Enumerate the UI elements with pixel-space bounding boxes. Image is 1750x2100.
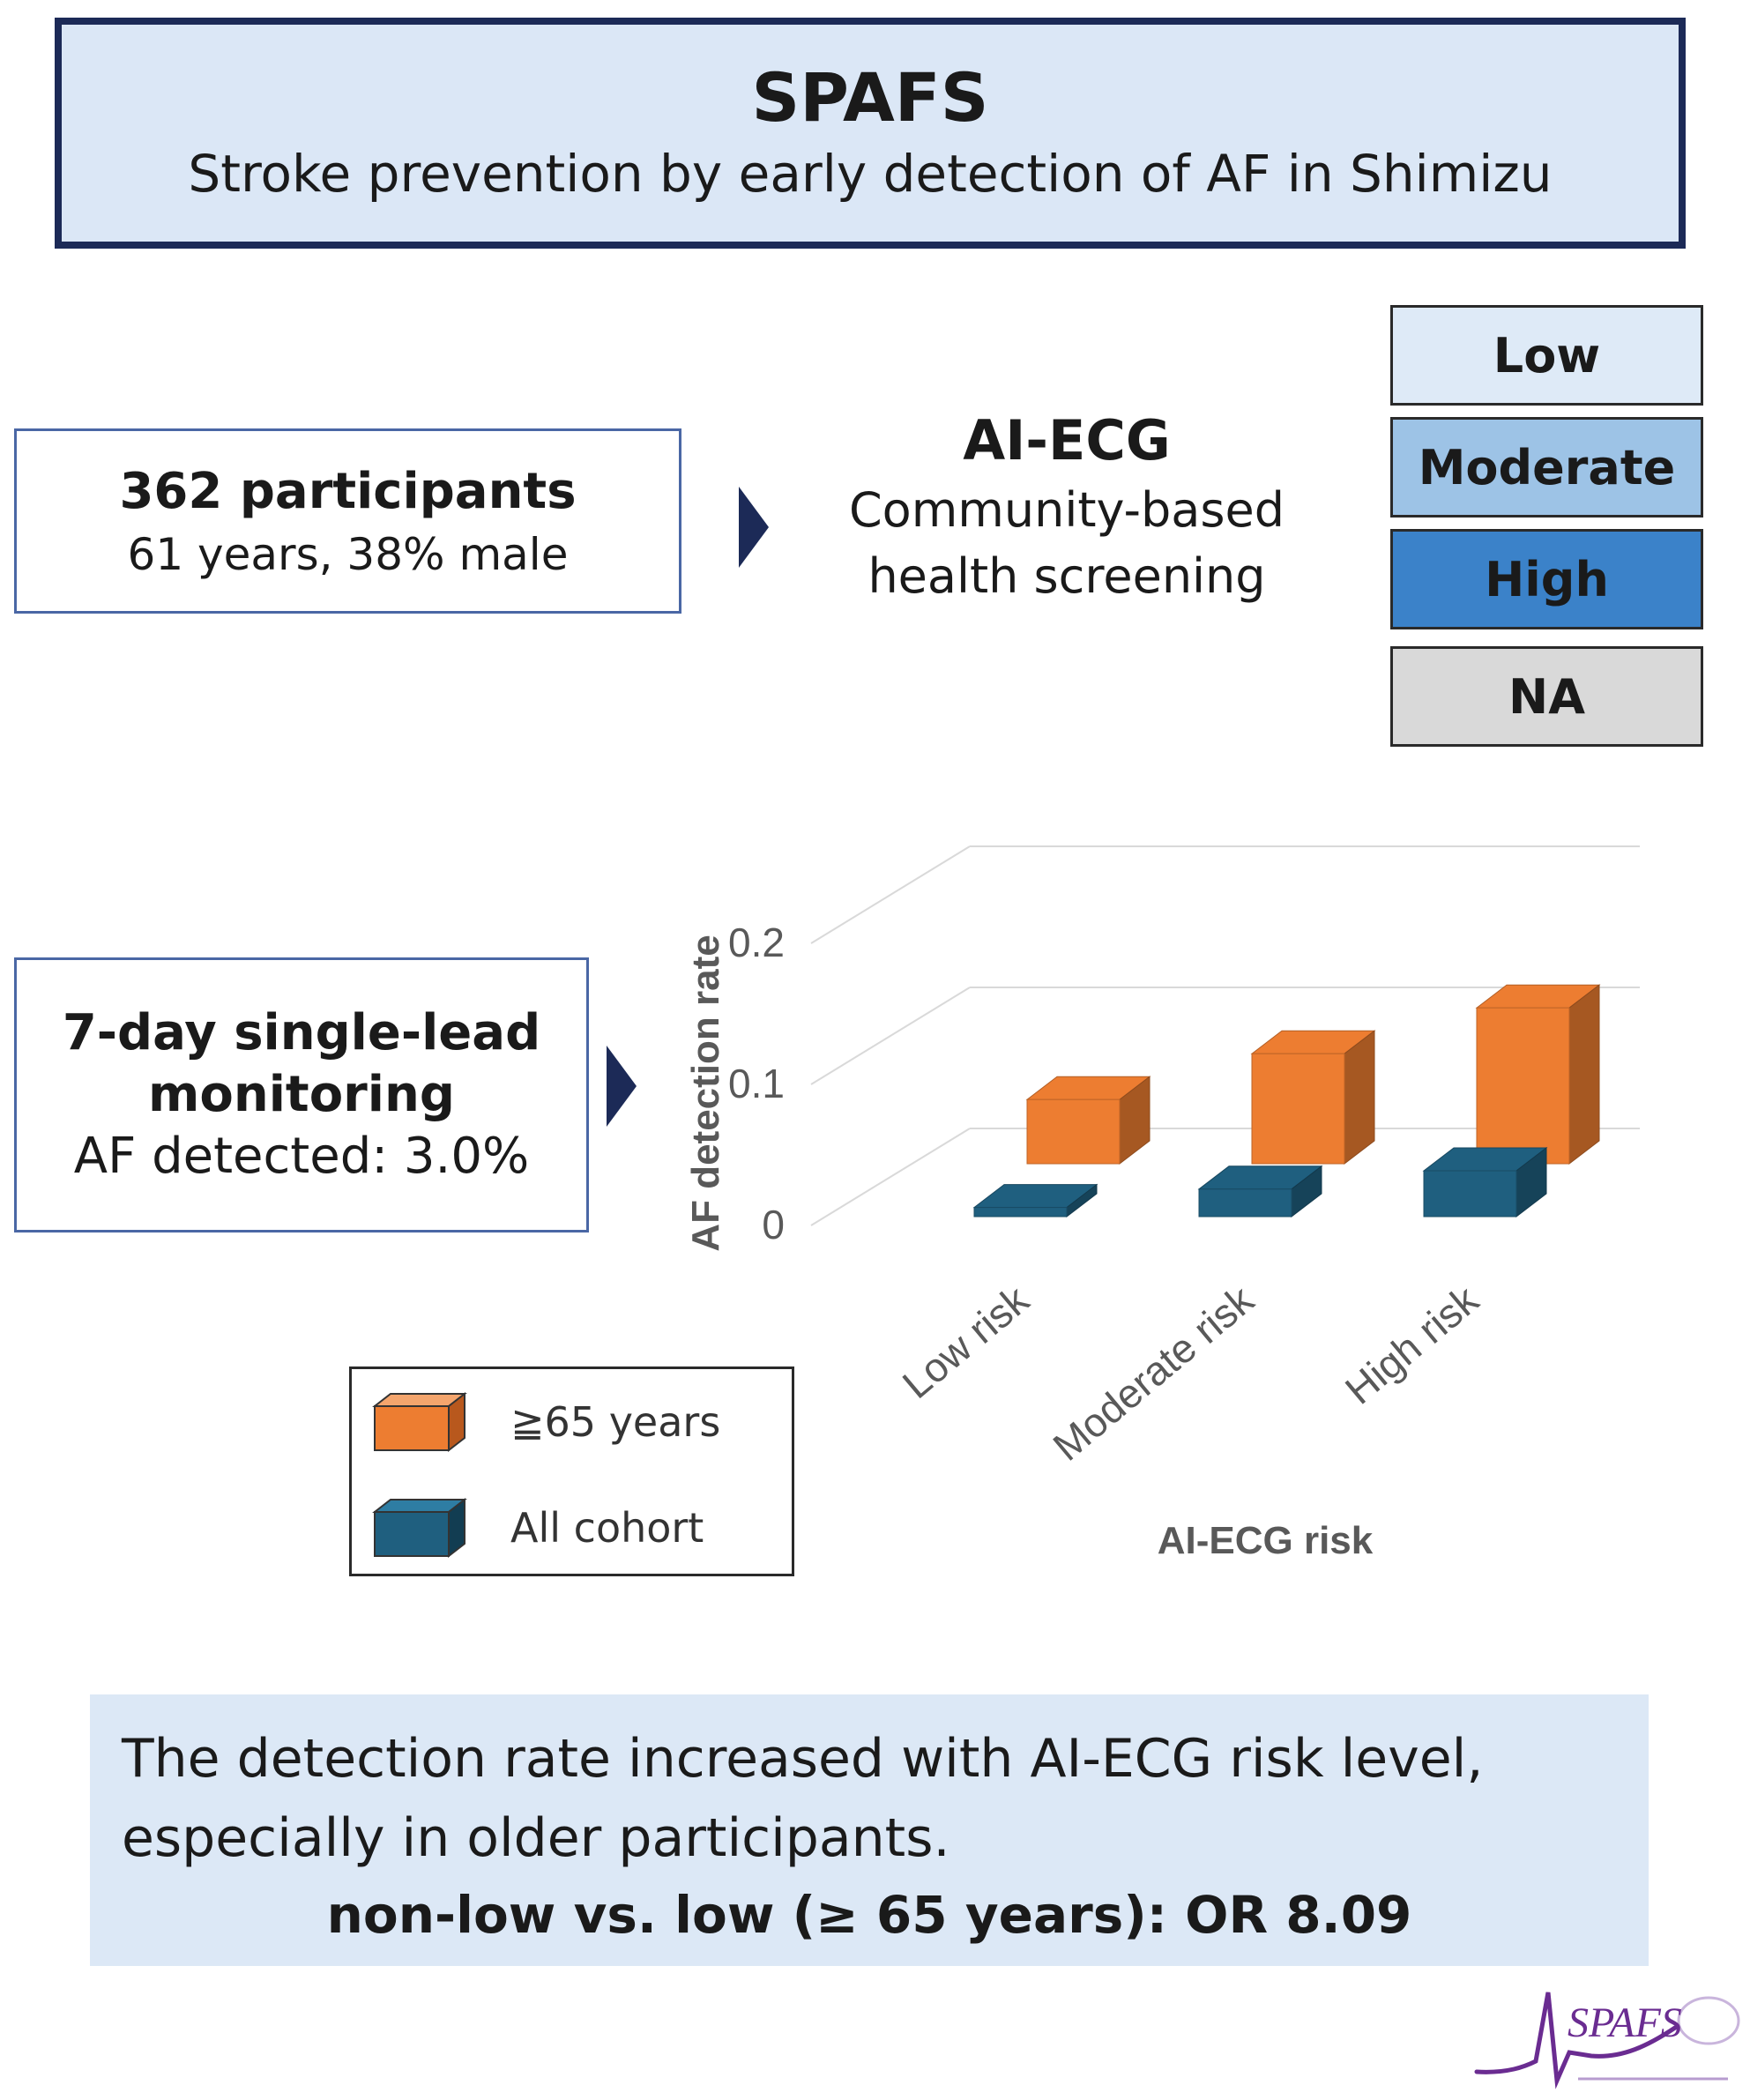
chart-x-tick-label: Moderate risk [1045,1276,1263,1470]
chart-y-ticks: 0 0.1 0.2 [728,920,785,1247]
chart-gridline-diagonal [810,845,971,944]
participants-detail: 61 years, 38% male [127,528,569,580]
monitoring-box: 7-day single-lead monitoring AF detected… [14,957,589,1232]
conclusion-line2: especially in older participants. [122,1807,950,1869]
page-title: SPAFS [751,57,989,137]
aiecg-desc-line1: Community-based [848,481,1285,538]
monitoring-title-line2: monitoring [148,1066,455,1123]
risk-box-moderate: Moderate [1390,417,1703,518]
arrow-right-icon [739,487,769,568]
chart-x-tick-label: Low risk [894,1276,1038,1407]
bar-65-years [1025,1076,1151,1165]
monitoring-result: AF detected: 3.0% [73,1128,530,1185]
bar-65-years [1250,1030,1376,1165]
aiecg-block: AI-ECG Community-based health screening [793,406,1340,610]
bar-65-years-side [1568,984,1600,1165]
aiecg-desc-line2: health screening [868,548,1266,605]
participants-count: 362 participants [119,462,577,520]
bar-all-cohort [1197,1165,1323,1218]
bar-all-cohort [1422,1146,1548,1218]
spafs-logo: SPAFS [1474,1992,1740,2089]
spafs-logo-text: SPAFS [1568,1999,1682,2046]
monitoring-title-line1: 7-day single-lead [62,1004,541,1061]
chart-legend: ≧65 years All cohort [349,1366,794,1576]
bar-65-years-front [1026,1098,1121,1165]
page-subtitle: Stroke prevention by early detection of … [188,144,1553,204]
risk-box-high: High [1390,529,1703,629]
bar-all-cohort-front [1423,1170,1517,1218]
conclusion-odds-ratio: non-low vs. low (≥ 65 years): OR 8.09 [326,1885,1412,1945]
aiecg-title: AI-ECG [963,408,1171,473]
chart-gridline-diagonal [810,1128,971,1226]
title-banner: SPAFS Stroke prevention by early detecti… [55,18,1686,249]
chart-y-tick-label: 0 [762,1202,785,1247]
participants-box: 362 participants 61 years, 38% male [14,428,681,614]
legend-swatch-orange [372,1391,467,1453]
bar-all-cohort-front [973,1207,1068,1218]
chart-y-tick-label: 0.1 [728,1061,785,1106]
bar-65-years-side [1344,1030,1375,1165]
chart-y-axis-label: AF detection rate [684,935,727,1251]
chart-gridline-diagonal [810,987,971,1085]
bar-all-cohort [972,1183,1098,1218]
chart-x-ticks: Low risk Moderate risk High risk [894,1276,1487,1470]
legend-label-65-years: ≧65 years [510,1398,721,1446]
risk-box-low: Low [1390,305,1703,406]
legend-label-all-cohort: All cohort [510,1504,704,1552]
chart-x-axis-label: AI-ECG risk [1158,1519,1374,1562]
bar-65-years [1475,984,1601,1165]
bar-all-cohort-front [1198,1188,1292,1218]
chart-x-tick-label: High risk [1337,1276,1487,1412]
risk-box-na: NA [1390,646,1703,747]
legend-item-65-years: ≧65 years [371,1390,720,1454]
chart-bars [972,984,1601,1218]
arrow-right-icon [607,1046,637,1127]
conclusion-line1: The detection rate increased with AI-ECG… [122,1728,1484,1790]
chart-y-tick-label: 0.2 [728,920,785,965]
legend-item-all-cohort: All cohort [371,1496,704,1560]
conclusion-box: The detection rate increased with AI-ECG… [90,1694,1649,1966]
af-detection-chart: 0 0.1 0.2 Low risk Moderate risk High risk A… [684,845,1640,1562]
legend-swatch-blue [372,1497,467,1559]
bar-65-years-front [1251,1053,1345,1165]
bar-65-years-front [1476,1007,1570,1165]
